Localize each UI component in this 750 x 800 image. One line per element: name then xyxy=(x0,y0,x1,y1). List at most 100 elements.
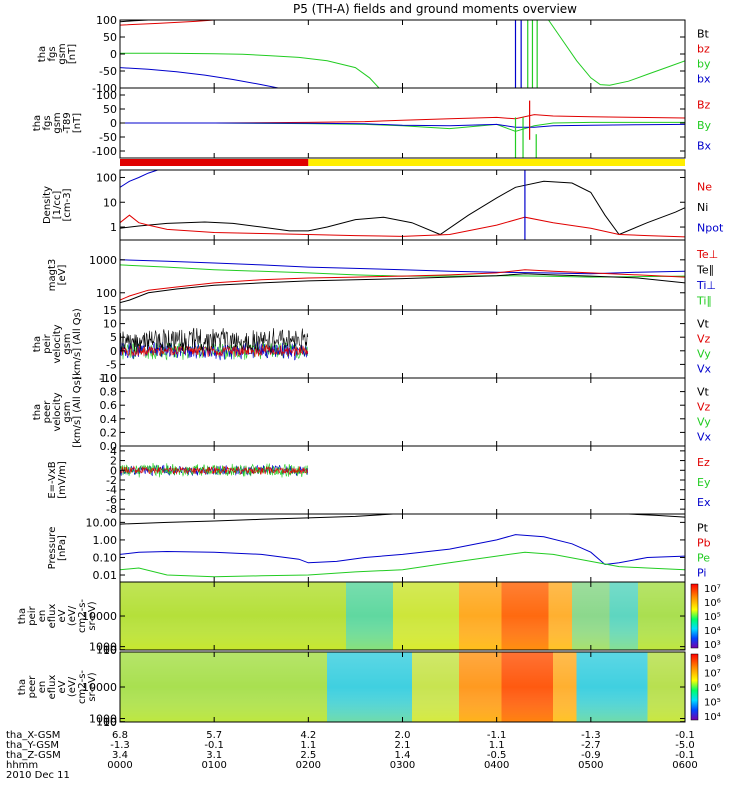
xaxis-value: -5.0 xyxy=(675,740,695,751)
y-tick-label: 2 xyxy=(110,455,117,468)
y-tick-label: 10 xyxy=(103,196,117,209)
legend-Pe: Pe xyxy=(697,552,710,565)
panel-fgs_t89-plot-area xyxy=(120,100,685,158)
y-tick-label: -100 xyxy=(92,82,117,95)
y-axis-label: [cm-3] xyxy=(62,188,73,221)
panel-peir_spec-plot-area xyxy=(120,582,685,650)
legend-Vz: Vz xyxy=(697,401,711,414)
xaxis-value: 0600 xyxy=(672,760,697,771)
series-By-line xyxy=(120,121,685,132)
colorbar-tick-label: 10⁷ xyxy=(704,669,721,680)
xaxis-value: -0.1 xyxy=(204,740,224,751)
series-bx-line xyxy=(120,67,279,88)
legend-Bx: Bx xyxy=(697,140,712,153)
xaxis-value: 4.2 xyxy=(300,730,316,741)
y-axis-label: tha xyxy=(32,336,43,352)
y-tick-label: 1000 xyxy=(89,641,117,654)
legend-by: by xyxy=(697,58,711,71)
y-axis-label: (eV/ xyxy=(67,605,78,626)
panel-frame xyxy=(119,169,686,241)
y-tick-label: 10000 xyxy=(82,610,117,623)
y-tick-label: 1.0 xyxy=(100,372,118,385)
y-tick-label: 0 xyxy=(110,345,117,358)
y-tick-label: 15 xyxy=(103,304,117,317)
y-tick-label: 0 xyxy=(110,464,117,477)
series-by-line xyxy=(120,52,380,88)
panel-peir_velocity-plot-area xyxy=(120,327,309,361)
xaxis-row-label: hhmm xyxy=(6,760,38,771)
series-Te⊥-line xyxy=(120,269,685,301)
y-axis-label: [km/s] (All Qs) xyxy=(72,376,83,448)
y-axis-label: eV xyxy=(57,609,68,622)
y-tick-label: 10 xyxy=(103,318,117,331)
y-tick-label: 10000 xyxy=(82,681,117,694)
colorbar-tick-label: 10⁶ xyxy=(704,598,721,609)
y-tick-label: 10 xyxy=(103,716,117,729)
y-axis-label: tha xyxy=(32,404,43,420)
y-tick-label: 0.6 xyxy=(100,399,118,412)
y-axis-label: -T89 xyxy=(62,112,73,134)
y-axis-label: [1/cc] xyxy=(52,191,63,220)
y-tick-label: 100 xyxy=(96,14,117,27)
y-tick-label: 0.0 xyxy=(100,440,118,453)
y-tick-label: 0 xyxy=(110,117,117,130)
panel-pressure: 10.00 1.00 0.10 0.01 Pressure [nPa] Pt Pb Pe Pi xyxy=(47,513,711,583)
xaxis-value: 3.1 xyxy=(206,750,222,761)
series-Ni-line xyxy=(120,180,685,236)
panel-peer_spec-plot-area xyxy=(120,652,685,722)
y-axis-label: gsm xyxy=(52,112,63,133)
y-axis-label: Density xyxy=(42,186,53,224)
legend-Pb: Pb xyxy=(697,537,711,550)
noise-trace-2 xyxy=(120,344,309,358)
y-axis-label: [eV] xyxy=(57,265,68,286)
xaxis-value: 5.7 xyxy=(206,730,222,741)
y-tick-label: 100 xyxy=(96,287,117,300)
legend-Vz: Vz xyxy=(697,333,711,346)
panel-frame xyxy=(119,445,686,515)
y-tick-label: 1000 xyxy=(89,713,117,726)
colorbar-tick-label: 10³ xyxy=(704,640,721,651)
y-tick-label: 5 xyxy=(110,331,117,344)
y-tick-label: -6 xyxy=(106,493,117,506)
y-axis-label: [nPa] xyxy=(57,535,68,561)
y-tick-label: -4 xyxy=(106,484,117,497)
y-axis-label: Pressure xyxy=(47,527,58,570)
panel-frame xyxy=(119,513,686,583)
panel-density-plot-area xyxy=(120,170,685,240)
y-tick-label: 100 xyxy=(96,644,117,657)
colorbar-tick-label: 10⁵ xyxy=(704,698,721,709)
legend-Npot: Npot xyxy=(697,222,724,235)
y-axis-label: eflux xyxy=(47,604,58,629)
xaxis-value: -2.7 xyxy=(581,740,601,751)
noise-trace-1 xyxy=(120,341,309,361)
xaxis-value: 0500 xyxy=(578,760,603,771)
y-tick-label: 0 xyxy=(110,48,117,61)
y-axis-label: [km/s] (All Qs) xyxy=(72,308,83,380)
legend-Te∥: Te∥ xyxy=(696,263,714,276)
y-tick-label: 100 xyxy=(96,89,117,102)
y-axis-label: eV xyxy=(57,680,68,693)
series-Pt-line xyxy=(120,514,685,525)
panel-efield-plot-area xyxy=(120,462,309,478)
legend-Bz: Bz xyxy=(697,98,711,111)
y-tick-label: 50 xyxy=(103,103,117,116)
xaxis-value: -1.3 xyxy=(581,730,601,741)
y-tick-label: 0.2 xyxy=(100,426,118,439)
y-axis-label: E=-VxB xyxy=(47,461,58,498)
y-axis-label: tha xyxy=(17,679,28,695)
panel-temperature: 1000 100 magt3 [eV] Te⊥ Te∥ Ti⊥ Ti∥ xyxy=(47,239,718,311)
legend-Ni: Ni xyxy=(697,201,708,214)
xaxis-value: 0000 xyxy=(107,760,132,771)
legend-Vx: Vx xyxy=(697,431,712,444)
legend-Vt: Vt xyxy=(697,386,710,399)
y-axis-label: magt3 xyxy=(47,259,58,292)
legend-bz: bz xyxy=(697,43,710,56)
y-axis-label: gsm xyxy=(62,401,73,422)
xaxis-value: -0.1 xyxy=(675,730,695,741)
y-tick-label: 50 xyxy=(103,31,117,44)
y-tick-label: 1 xyxy=(110,221,117,234)
y-tick-label: 10 xyxy=(103,644,117,657)
